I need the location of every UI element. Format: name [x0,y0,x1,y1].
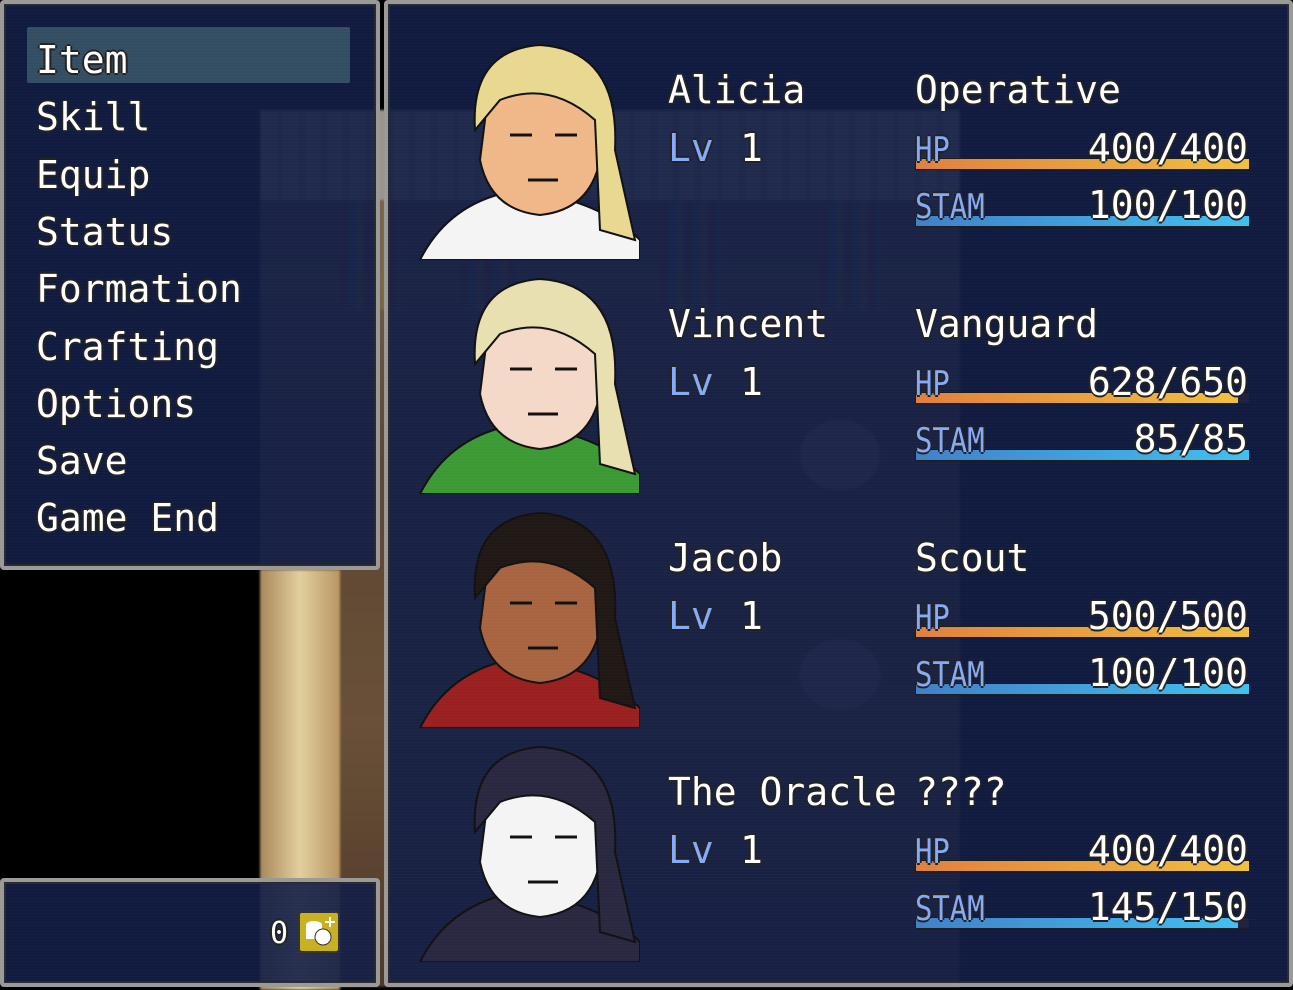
menu-item-formation[interactable]: Formation [36,267,242,312]
hp-gauge [915,158,1250,170]
stam-gauge-fill [916,450,1249,460]
command-menu-window: Item Skill Equip Status Formation Crafting Opt… [0,0,380,570]
party-status-window: Alicia Lv 1 Operative HP 400/400 STAM 10… [384,0,1293,987]
stam-gauge-fill [916,684,1249,694]
menu-item-save[interactable]: Save [36,439,128,484]
stam-label: STAM [915,655,985,695]
hp-value: 628/650 [1087,360,1248,404]
hp-gauge [915,626,1250,638]
portrait [410,508,640,728]
stam-value: 145/150 [1087,885,1248,929]
hp-gauge-fill [916,393,1238,403]
hp-gauge-fill [916,861,1249,871]
stam-gauge [915,449,1250,461]
level-label: Lv [668,594,714,638]
menu-item-options[interactable]: Options [36,381,197,426]
party-member-row[interactable]: The Oracle Lv 1 ???? HP 400/400 STAM 145… [388,706,1288,962]
level-label: Lv [668,126,714,170]
hp-label: HP [915,598,950,638]
hp-gauge-fill [916,627,1249,637]
level-label: Lv [668,828,714,872]
hp-value: 400/400 [1087,126,1248,170]
member-level: 1 [740,126,763,170]
gold-window: 0 [0,878,380,987]
party-member-row[interactable]: Vincent Lv 1 Vanguard HP 628/650 STAM 85… [388,238,1288,494]
menu-item-status[interactable]: Status [36,209,174,254]
stam-gauge [915,683,1250,695]
hp-gauge-fill [916,159,1249,169]
stam-label: STAM [915,421,985,461]
stam-gauge-fill [916,918,1238,928]
party-member-row[interactable]: Jacob Lv 1 Scout HP 500/500 STAM 100/100 [388,472,1288,728]
hp-label: HP [915,130,950,170]
member-level: 1 [740,360,763,404]
member-name: Vincent [668,302,829,346]
member-level: 1 [740,594,763,638]
stam-gauge [915,917,1250,929]
stam-value: 85/85 [1133,417,1248,461]
member-name: The Oracle [668,770,897,814]
hp-value: 500/500 [1087,594,1248,638]
stam-gauge-fill [916,216,1249,226]
hp-label: HP [915,364,950,404]
stam-label: STAM [915,889,985,929]
member-class: Scout [915,536,1030,580]
hp-value: 400/400 [1087,828,1248,872]
member-class: Vanguard [915,302,1099,346]
stam-value: 100/100 [1087,183,1248,227]
gold-coins-icon [298,911,340,953]
menu-item-item[interactable]: Item [36,38,128,82]
menu-item-equip[interactable]: Equip [36,152,151,197]
stam-value: 100/100 [1087,651,1248,695]
portrait [410,274,640,494]
member-class: ???? [915,770,1007,814]
hp-gauge [915,860,1250,872]
member-name: Jacob [668,536,783,580]
menu-item-game-end[interactable]: Game End [36,496,220,541]
portrait [410,40,640,260]
menu-item-crafting[interactable]: Crafting [36,324,220,369]
party-member-row[interactable]: Alicia Lv 1 Operative HP 400/400 STAM 10… [388,4,1288,260]
member-class: Operative [915,68,1121,112]
hp-gauge [915,392,1250,404]
menu-item-skill[interactable]: Skill [36,95,151,140]
menu-cursor [27,27,350,83]
level-label: Lv [668,360,714,404]
stam-gauge [915,215,1250,227]
gold-amount: 0 [269,916,288,951]
portrait [410,742,640,962]
hp-label: HP [915,832,950,872]
member-level: 1 [740,828,763,872]
member-name: Alicia [668,68,806,112]
stam-label: STAM [915,187,985,227]
